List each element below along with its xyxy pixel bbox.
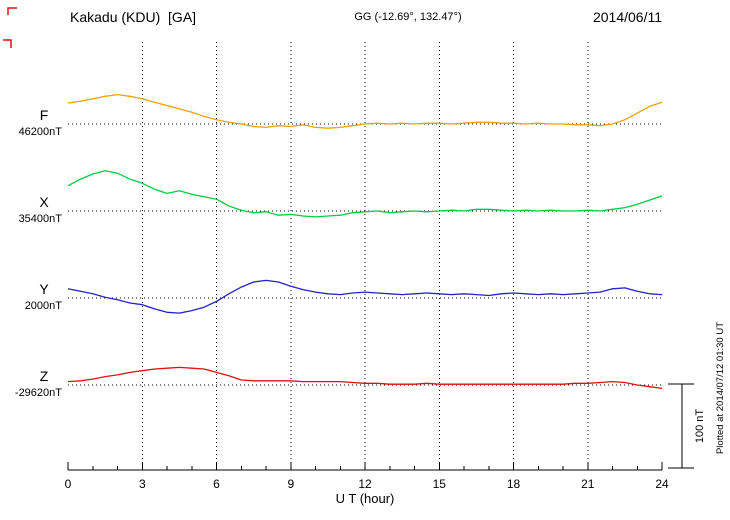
trace-Y — [67, 279, 663, 314]
series-letter-Z: Z — [40, 368, 49, 384]
station-title: Kakadu (KDU) [GA] — [70, 9, 196, 25]
trace-X — [67, 170, 663, 218]
trace-layer — [67, 93, 663, 390]
x-tick-label: 12 — [358, 477, 372, 491]
plotted-at-note: Plotted at 2014/07/12 01:30 UT — [715, 322, 726, 454]
x-tick-label: 3 — [139, 477, 146, 491]
grid-layer — [68, 42, 662, 470]
series-letter-X: X — [39, 194, 49, 210]
x-tick-label: 18 — [507, 477, 521, 491]
x-tick-label: 9 — [287, 477, 294, 491]
series-letter-F: F — [40, 107, 49, 123]
series-baseline-F: 46200nT — [19, 126, 63, 138]
x-tick-label: 21 — [581, 477, 595, 491]
scale-bar-label: 100 nT — [694, 409, 706, 444]
scale-bar: 100 nT — [668, 383, 706, 469]
x-axis: 0 3 6 9 12 15 18 21 24 — [65, 462, 669, 491]
series-baseline-X: 35400nT — [19, 213, 63, 225]
trace-Z — [67, 366, 663, 390]
corner-mark-icon — [7, 7, 17, 15]
series-baseline-Y: 2000nT — [25, 300, 63, 312]
x-tick-label: 0 — [65, 477, 72, 491]
x-tick-label: 15 — [433, 477, 447, 491]
x-axis-label: U T (hour) — [336, 491, 395, 506]
gg-coordinates: GG (-12.69°, 132.47°) — [354, 11, 461, 23]
series-letter-Y: Y — [39, 281, 49, 297]
trace-F — [67, 93, 663, 129]
plot-date: 2014/06/11 — [593, 9, 662, 25]
series-baseline-Z: -29620nT — [15, 387, 62, 399]
x-tick-label: 6 — [213, 477, 220, 491]
x-tick-label: 24 — [655, 477, 669, 491]
corner-mark-icon — [3, 39, 12, 48]
